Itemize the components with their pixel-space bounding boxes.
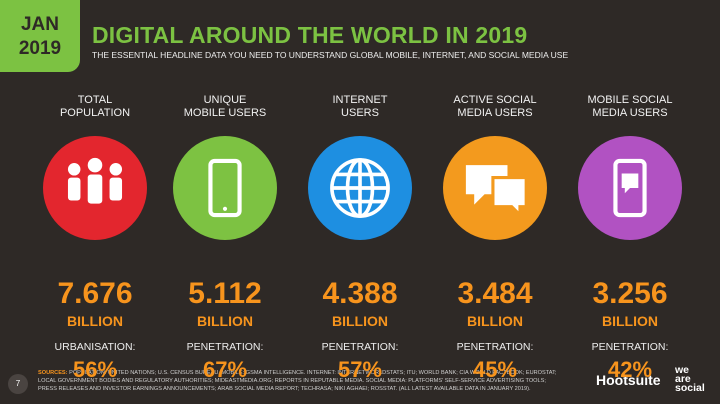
stat-value: 3.484	[457, 277, 533, 310]
stat-icon	[578, 136, 682, 240]
sources-label: SOURCES:	[38, 370, 68, 376]
stat-sub-label: URBANISATION:	[54, 341, 136, 353]
sources-text: POPULATION: UNITED NATIONS; U.S. CENSUS …	[38, 370, 557, 392]
stat-unit: BILLION	[602, 313, 658, 329]
stat-column: INTERNET USERS 4.388 BILLION PENETRATION: 57…	[295, 94, 425, 383]
stat-label: UNIQUE MOBILE USERS	[183, 94, 267, 119]
stat-label: INTERNET USERS	[332, 94, 388, 119]
stat-percent: 56%	[72, 357, 118, 382]
date-badge	[0, 0, 80, 72]
stat-percent: 67%	[202, 357, 248, 382]
stat-sub-label: PENETRATION:	[186, 341, 264, 353]
month: JAN	[20, 14, 59, 35]
stat-icon	[43, 136, 147, 240]
stat-column: UNIQUE MOBILE USERS 5.112 BILLION PENETRATI…	[160, 94, 290, 383]
stat-unit: BILLION	[467, 313, 523, 329]
stat-value: 5.112	[188, 277, 262, 310]
stat-sub-label: PENETRATION:	[456, 341, 534, 353]
brand-logo: we are social	[675, 364, 705, 394]
stat-value: 3.256	[592, 277, 668, 310]
subtitle: THE ESSENTIAL HEADLINE DATA YOU NEED TO …	[92, 50, 569, 60]
stat-unit: BILLION	[197, 313, 253, 329]
stat-sub-label: PENETRATION:	[321, 341, 399, 353]
stat-percent: 42%	[607, 357, 653, 382]
sources: SOURCES: POPULATION: UNITED NATIONS; U.S…	[38, 369, 558, 393]
page-number: 7	[8, 374, 28, 394]
stat-label: TOTAL POPULATION	[59, 94, 131, 119]
stat-value: 7.676	[57, 277, 133, 310]
stat-label: ACTIVE SOCIAL MEDIA USERS	[453, 94, 537, 119]
stat-column: TOTAL POPULATION 7.676 BILLION URBANISATION…	[30, 94, 160, 383]
stat-unit: BILLION	[332, 313, 388, 329]
stat-unit: BILLION	[67, 313, 123, 329]
stat-percent: 45%	[472, 357, 518, 382]
year: 2019	[18, 38, 62, 59]
stat-percent: 57%	[337, 357, 383, 382]
brand-logo: Hootsuite	[596, 372, 661, 388]
stat-label: MOBILE SOCIAL MEDIA USERS	[587, 94, 673, 119]
title: DIGITAL AROUND THE WORLD IN 2019	[92, 22, 528, 48]
stat-column: ACTIVE SOCIAL MEDIA USERS 3.484 BILLION PEN…	[430, 94, 560, 383]
stat-column: MOBILE SOCIAL MEDIA USERS 3.256 BILLION PEN…	[565, 94, 695, 383]
stat-value: 4.388	[322, 277, 398, 310]
stat-icon	[173, 136, 277, 240]
stat-icon	[308, 136, 412, 240]
stat-sub-label: PENETRATION:	[591, 341, 669, 353]
stat-icon	[443, 136, 547, 240]
